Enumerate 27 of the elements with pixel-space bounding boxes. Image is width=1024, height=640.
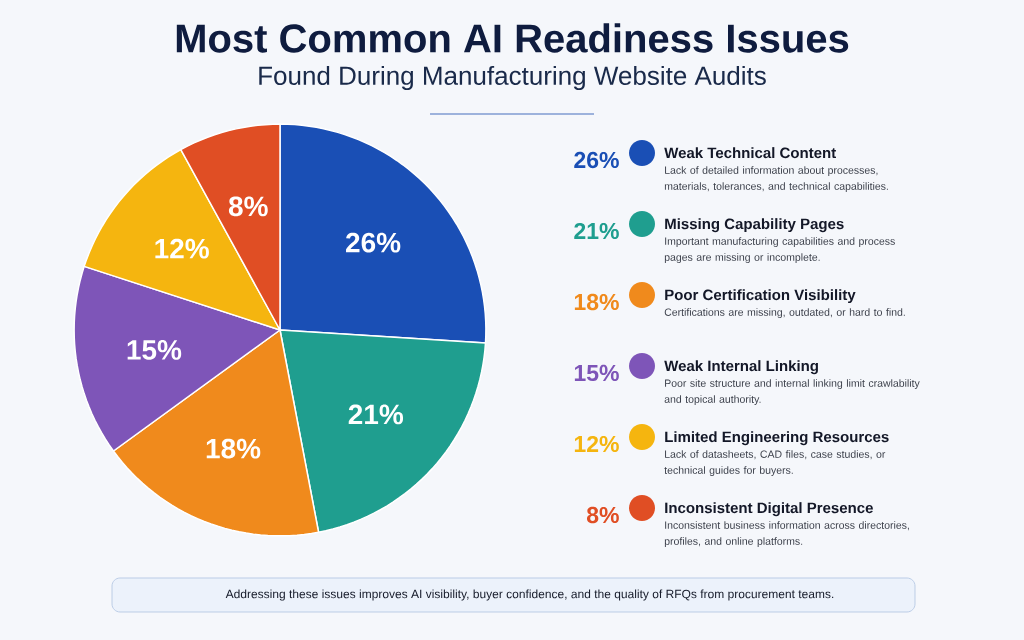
legend-label: Weak Technical Content [664, 147, 837, 159]
text: Inconsistent business information across directories, profiles, and online platforms. [664, 521, 909, 547]
legend-label: Missing Capability Pages [665, 218, 844, 233]
legend-label: Inconsistent Digital Presence [665, 502, 873, 517]
data-label: 8% [228, 196, 268, 217]
text: Addressing these issues improves AI visibility, buyer confidence, and the quality of RFQs from procurement teams. [225, 589, 834, 601]
text: 12% [574, 435, 619, 453]
text: Lack of datasheets, CAD files, case studies, or technical guides for buyers. [664, 450, 886, 476]
data-label: 18% [206, 438, 261, 459]
text: 15% [574, 364, 619, 382]
data-label: 12% [155, 238, 209, 259]
text: 21% [574, 222, 619, 240]
text: Poor site structure and internal linking limit crawlability and topical authority. [664, 379, 920, 405]
data-label: 26% [346, 232, 401, 253]
text: 18% [574, 293, 619, 311]
legend-label: Limited Engineering Resources [665, 431, 889, 446]
text: Lack of detailed information about processes, materials, tolerances, and technical capabilities. [664, 166, 888, 192]
data-label: 15% [127, 340, 182, 360]
text: Certifications are missing, outdated, or hard to find. [664, 308, 905, 318]
legend-label: Weak Internal Linking [664, 360, 818, 375]
text: Important manufacturing capabilities and process pages are missing or incomplete. [664, 237, 895, 263]
legend-label: Poor Certification Visibility [665, 289, 856, 304]
text: 26% [574, 151, 619, 169]
chart-subtitle: Found During Manufacturing Website Audits [259, 65, 766, 91]
text: 8% [586, 506, 619, 524]
chart-title: Most Common AI Readiness Issues [176, 23, 849, 53]
data-label: 21% [348, 404, 404, 425]
